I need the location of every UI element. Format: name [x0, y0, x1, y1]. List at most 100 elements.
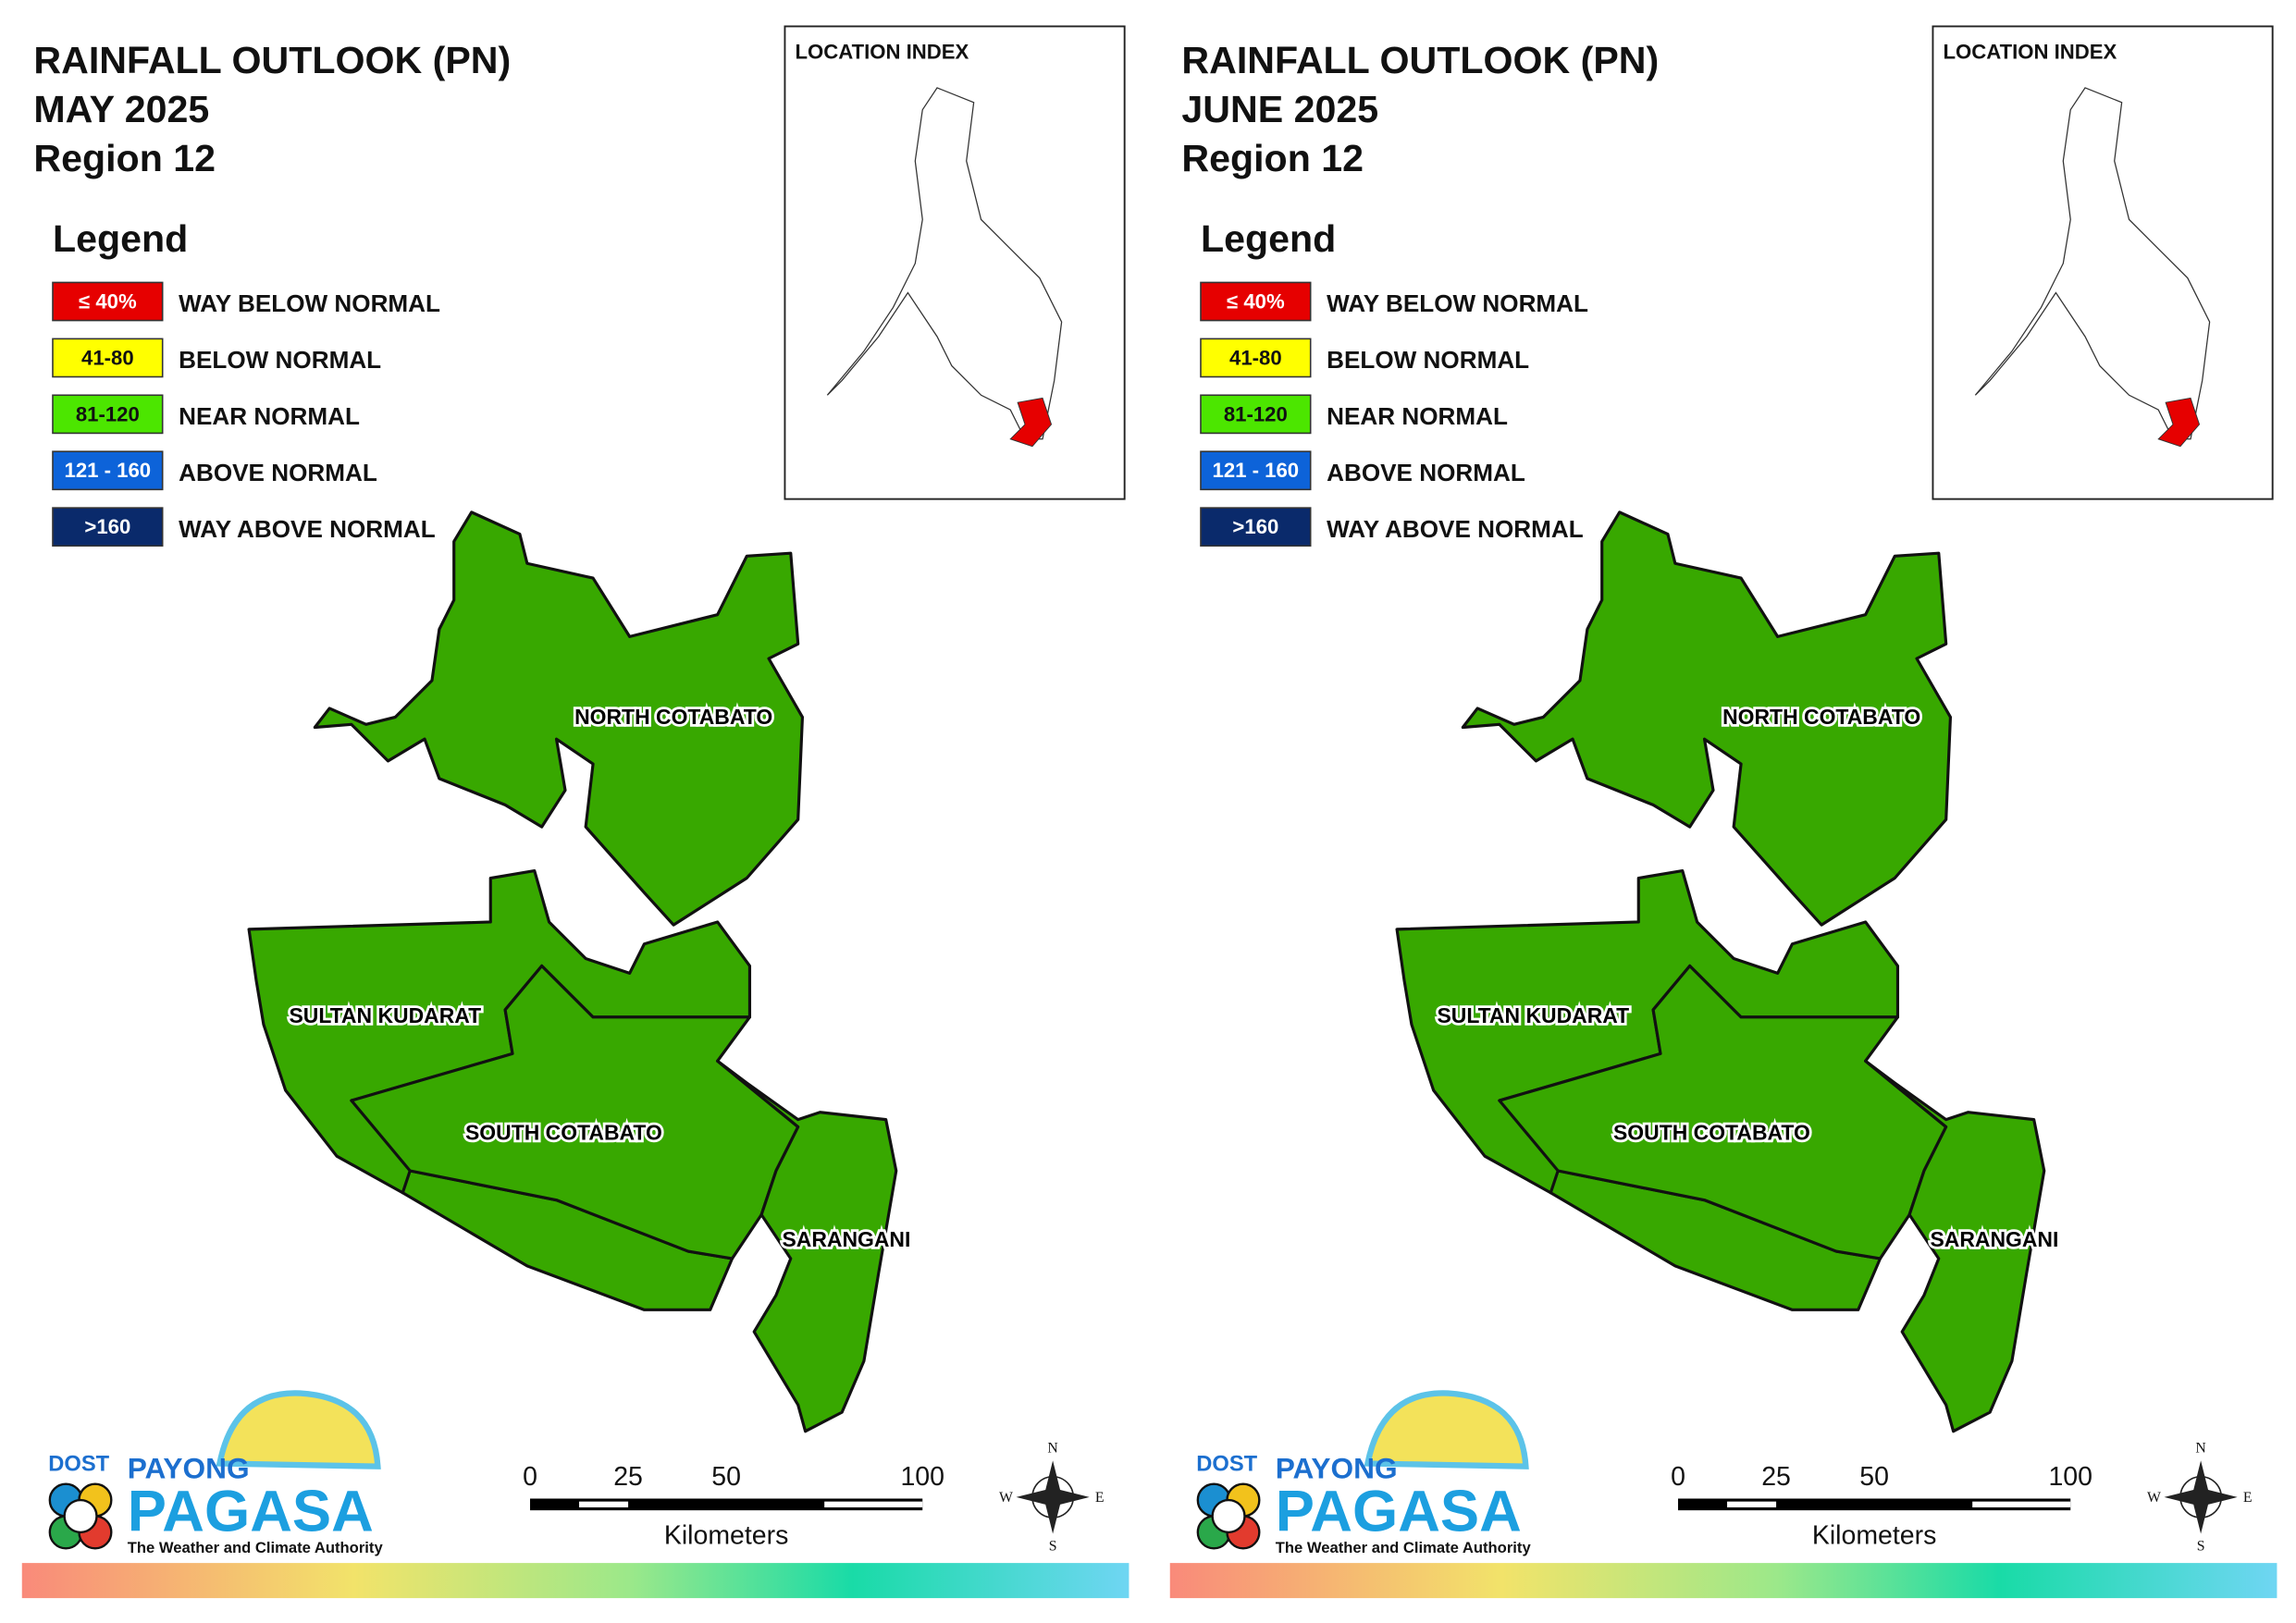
- logo-dost: DOST: [48, 1452, 109, 1476]
- umbrella: [216, 1390, 381, 1469]
- scale-tick-label: 50: [1859, 1462, 1889, 1492]
- legend-swatch: [52, 281, 164, 322]
- province-label: SARANGANI: [782, 1227, 910, 1251]
- scale-unit: Kilometers: [1812, 1521, 1937, 1551]
- legend-title: Legend: [53, 217, 188, 260]
- logo-payong: PAYONG: [1276, 1451, 1398, 1484]
- province-label: SOUTH COTABATO: [465, 1121, 662, 1145]
- logo-dot: [63, 1498, 98, 1534]
- logo-payong: PAYONG: [128, 1451, 250, 1484]
- legend-label: NEAR NORMAL: [179, 402, 360, 430]
- map-title: MAY 2025: [33, 88, 209, 130]
- map-title: RAINFALL OUTLOOK (PN): [33, 39, 511, 81]
- scale-tick-label: 0: [523, 1462, 537, 1492]
- panel: RAINFALL OUTLOOK (PN) JUNE 2025 Region 12 L…: [1169, 25, 2277, 1599]
- logo-tagline: The Weather and Climate Authority: [1276, 1539, 1532, 1556]
- scale-tick-label: 25: [613, 1462, 643, 1492]
- legend-swatch: [52, 394, 164, 435]
- scale-tick-label: 25: [1761, 1462, 1791, 1492]
- compass-letter: N: [2195, 1440, 2206, 1456]
- legend-swatch: [52, 450, 164, 491]
- scale-unit: Kilometers: [664, 1521, 789, 1551]
- location-index-title: LOCATION INDEX: [1944, 40, 2117, 63]
- scale-tick-label: 100: [2048, 1462, 2092, 1492]
- legend-label: ABOVE NORMAL: [179, 459, 377, 486]
- legend-range: 81-120: [76, 402, 140, 425]
- philippines-outline: [1974, 87, 2211, 440]
- legend-range: ≤ 40%: [79, 289, 137, 313]
- province: [313, 510, 805, 927]
- legend-swatch: [52, 507, 164, 547]
- scale-segment: [1727, 1501, 1777, 1507]
- province-label: NORTH COTABATO: [1722, 705, 1920, 729]
- color-band: [1169, 1563, 2277, 1599]
- panel: RAINFALL OUTLOOK (PN) MAY 2025 Region 12 LO…: [21, 25, 1129, 1599]
- logo-tagline: The Weather and Climate Authority: [128, 1539, 384, 1556]
- region-12-highlight: [1009, 397, 1053, 448]
- scale-segment: [1972, 1501, 2071, 1507]
- legend-range: >160: [84, 515, 130, 538]
- compass-letter: S: [1049, 1538, 1057, 1554]
- legend-range: ≤ 40%: [1227, 289, 1285, 313]
- map-title: Region 12: [1181, 137, 1364, 179]
- legend-range: 81-120: [1224, 402, 1288, 425]
- legend-range: 41-80: [1229, 346, 1282, 369]
- province-label: SARANGANI: [1930, 1227, 2058, 1251]
- compass-letter: S: [2197, 1538, 2205, 1554]
- umbrella: [1364, 1390, 1529, 1469]
- location-index-title: LOCATION INDEX: [796, 40, 969, 63]
- legend-label: BELOW NORMAL: [1327, 346, 1529, 374]
- scale-segment: [824, 1501, 923, 1507]
- logo-dot: [1211, 1498, 1246, 1534]
- province-label: SOUTH COTABATO: [1613, 1121, 1810, 1145]
- legend-label: WAY ABOVE NORMAL: [1327, 515, 1584, 543]
- scale-bar: [530, 1498, 923, 1511]
- compass-letter: E: [2243, 1490, 2253, 1506]
- scale-tick-label: 100: [900, 1462, 944, 1492]
- legend-label: WAY BELOW NORMAL: [1327, 289, 1588, 317]
- province: [1461, 510, 1953, 927]
- logo-dost: DOST: [1196, 1452, 1257, 1476]
- legend-label: WAY ABOVE NORMAL: [179, 515, 436, 543]
- legend-label: BELOW NORMAL: [179, 346, 381, 374]
- legend-swatch: [1200, 450, 1312, 491]
- compass-letter: E: [1095, 1490, 1105, 1506]
- color-band: [21, 1563, 1129, 1599]
- compass-ring: [1031, 1475, 1075, 1518]
- legend-label: NEAR NORMAL: [1327, 402, 1508, 430]
- legend-swatch: [1200, 281, 1312, 322]
- province-label: SULTAN KUDARAT: [1437, 1003, 1629, 1027]
- logo-pagasa: PAGASA: [128, 1479, 374, 1543]
- compass-rose: [1016, 1460, 1090, 1534]
- legend-range: >160: [1232, 515, 1278, 538]
- legend-swatch: [1200, 394, 1312, 435]
- legend-title: Legend: [1201, 217, 1336, 260]
- map-title: Region 12: [33, 137, 216, 179]
- legend-swatch: [1200, 338, 1312, 378]
- legend-range: 121 - 160: [65, 459, 152, 482]
- legend-label: WAY BELOW NORMAL: [179, 289, 440, 317]
- legend-swatch: [52, 338, 164, 378]
- province-label: NORTH COTABATO: [574, 705, 772, 729]
- compass-letter: N: [1047, 1440, 1058, 1456]
- scale-tick-label: 0: [1671, 1462, 1685, 1492]
- province-label: SULTAN KUDARAT: [289, 1003, 481, 1027]
- legend-range: 121 - 160: [1213, 459, 1300, 482]
- compass-letter: W: [2147, 1490, 2161, 1506]
- scale-segment: [579, 1501, 629, 1507]
- compass-rose: [2164, 1460, 2238, 1534]
- scale-tick-label: 50: [711, 1462, 741, 1492]
- compass-ring: [2179, 1475, 2223, 1518]
- compass-letter: W: [999, 1490, 1013, 1506]
- legend-label: ABOVE NORMAL: [1327, 459, 1525, 486]
- legend-range: 41-80: [81, 346, 134, 369]
- legend-swatch: [1200, 507, 1312, 547]
- logo-pagasa: PAGASA: [1276, 1479, 1522, 1543]
- map-title: RAINFALL OUTLOOK (PN): [1181, 39, 1659, 81]
- province: [716, 1059, 898, 1433]
- province: [1864, 1059, 2046, 1433]
- philippines-outline: [826, 87, 1063, 440]
- map-title: JUNE 2025: [1181, 88, 1378, 130]
